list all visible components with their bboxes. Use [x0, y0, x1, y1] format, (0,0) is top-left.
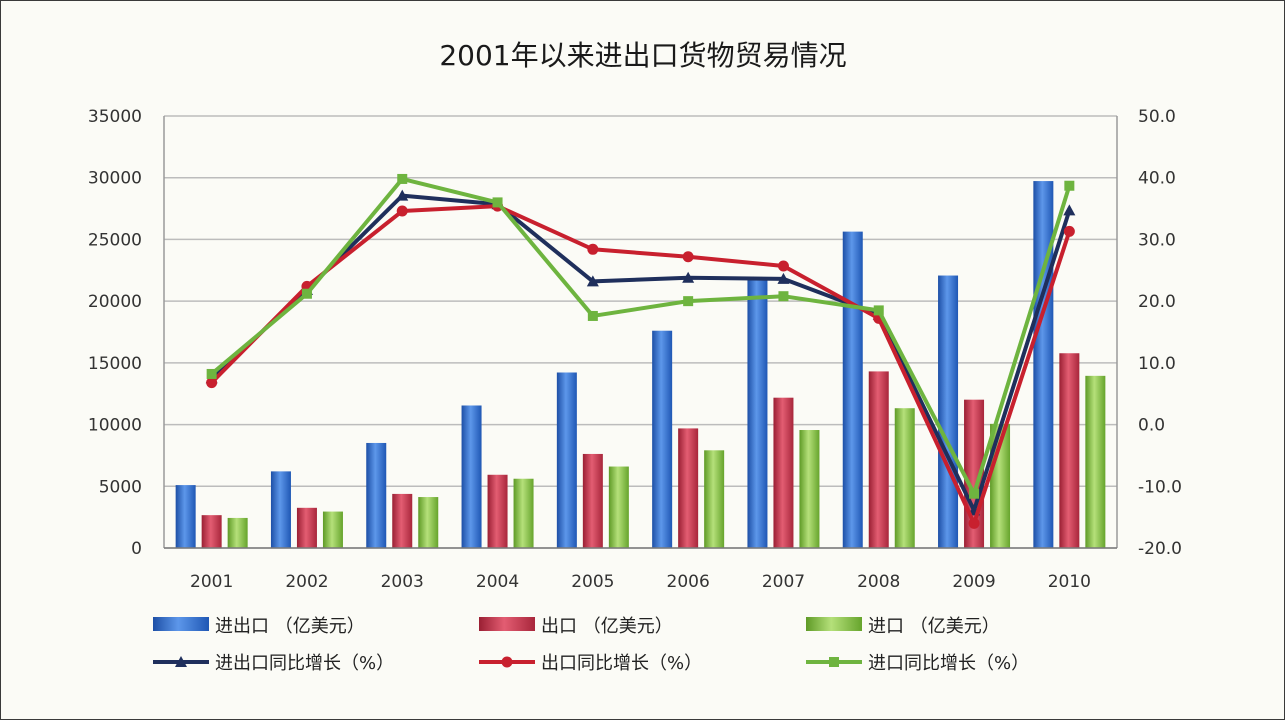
legend-label: 出口同比增长（%） [541, 653, 702, 674]
export-growth-point [968, 517, 980, 529]
bar-export [1059, 353, 1080, 548]
grid-lines [164, 115, 1117, 549]
import-growth-point [301, 288, 312, 299]
bar-total [938, 275, 959, 548]
bar-import [418, 497, 439, 548]
bar-import [513, 478, 534, 548]
bar-export [201, 515, 222, 548]
bar-total [461, 405, 482, 548]
bar-export [296, 507, 317, 548]
right-tick-label: 0.0 [1138, 416, 1165, 436]
bar-export [678, 428, 699, 548]
x-tick-label: 2002 [285, 572, 328, 592]
total-growth-point [777, 272, 790, 284]
export-growth-point [1063, 225, 1075, 237]
total-growth-point [682, 271, 695, 283]
legend-marker [829, 657, 839, 667]
export-growth-line [210, 204, 1072, 526]
right-tick-label: 50.0 [1138, 107, 1176, 127]
axes: 0 5000 10000 15000 20000 25000 30000 35000 -20.0… [88, 107, 1182, 592]
import-growth-point [492, 197, 503, 208]
growth-lines [205, 173, 1076, 529]
x-tick-label: 2004 [476, 572, 519, 592]
bar-total [1033, 181, 1054, 549]
x-tick-label: 2001 [190, 572, 233, 592]
export-growth-point [777, 260, 789, 272]
bar-import [608, 466, 629, 548]
export-growth-point [682, 251, 694, 263]
bar-total [747, 279, 768, 548]
x-tick-label: 2009 [952, 572, 995, 592]
bar-import [704, 450, 725, 548]
bar-total [366, 442, 387, 548]
legend-label: 进口同比增长（%） [868, 653, 1029, 674]
export-growth-point [206, 377, 218, 389]
left-tick-label: 35000 [88, 107, 142, 127]
legend-label: 出口 （亿美元） [541, 616, 673, 637]
import-growth-point [206, 368, 217, 379]
left-tick-label: 20000 [88, 292, 142, 312]
legend: 进出口 （亿美元） 出口 （亿美元） 进口 （亿美元） 进出口同比增长（%） 出口同比增… [153, 616, 1029, 674]
legend-swatch [153, 617, 209, 631]
bar-total [556, 372, 577, 548]
right-tick-label: 30.0 [1138, 230, 1176, 250]
export-growth-point [587, 243, 599, 255]
left-tick-label: 10000 [88, 416, 142, 436]
import-growth-point [969, 488, 980, 499]
x-tick-label: 2003 [381, 572, 424, 592]
x-tick-label: 2006 [667, 572, 710, 592]
bar-total [842, 231, 863, 548]
bar-total [652, 330, 673, 548]
x-tick-label: 2005 [571, 572, 614, 592]
import-growth-point [683, 296, 694, 307]
left-tick-label: 15000 [88, 354, 142, 374]
bar-export [487, 474, 508, 548]
bar-import [227, 517, 248, 548]
right-tick-label: 40.0 [1138, 169, 1176, 189]
total-growth-line [210, 193, 1072, 513]
import-growth-point [587, 310, 598, 321]
bar-export [582, 453, 603, 548]
right-tick-label: -10.0 [1138, 477, 1182, 497]
legend-marker [175, 656, 187, 667]
x-tick-label: 2007 [762, 572, 805, 592]
left-tick-label: 30000 [88, 169, 142, 189]
right-tick-label: 20.0 [1138, 292, 1176, 312]
x-tick-label: 2008 [857, 572, 900, 592]
left-tick-label: 25000 [88, 230, 142, 250]
export-growth-point [396, 205, 408, 217]
bar-import [894, 408, 915, 548]
chart-title: 2001年以来进出口货物贸易情况 [439, 39, 846, 72]
legend-label: 进出口 （亿美元） [215, 616, 365, 637]
legend-swatch [479, 617, 535, 631]
bar-import [1085, 375, 1106, 548]
x-tick-label: 2010 [1048, 572, 1091, 592]
right-tick-label: -20.0 [1138, 539, 1182, 559]
total-growth-point [586, 275, 599, 287]
import-growth-point [1064, 180, 1075, 191]
import-growth-point [397, 173, 408, 184]
left-tick-label: 0 [131, 539, 142, 559]
legend-label: 进出口同比增长（%） [215, 653, 394, 674]
total-growth-point [396, 189, 409, 201]
import-growth-point [873, 305, 884, 316]
legend-swatch [806, 617, 862, 631]
bar-export [773, 397, 794, 548]
legend-label: 进口 （亿美元） [868, 616, 1000, 637]
bar-import [322, 511, 343, 548]
bar-export [868, 371, 889, 548]
total-growth-point [1063, 204, 1076, 216]
left-tick-label: 5000 [99, 477, 142, 497]
import-growth-point [778, 291, 789, 302]
bar-import [799, 430, 820, 548]
import-growth-line [210, 176, 1072, 496]
bar-export [392, 493, 413, 548]
right-tick-label: 10.0 [1138, 354, 1176, 374]
bar-total [270, 471, 291, 548]
legend-marker [501, 656, 513, 668]
bar-total [175, 485, 196, 548]
